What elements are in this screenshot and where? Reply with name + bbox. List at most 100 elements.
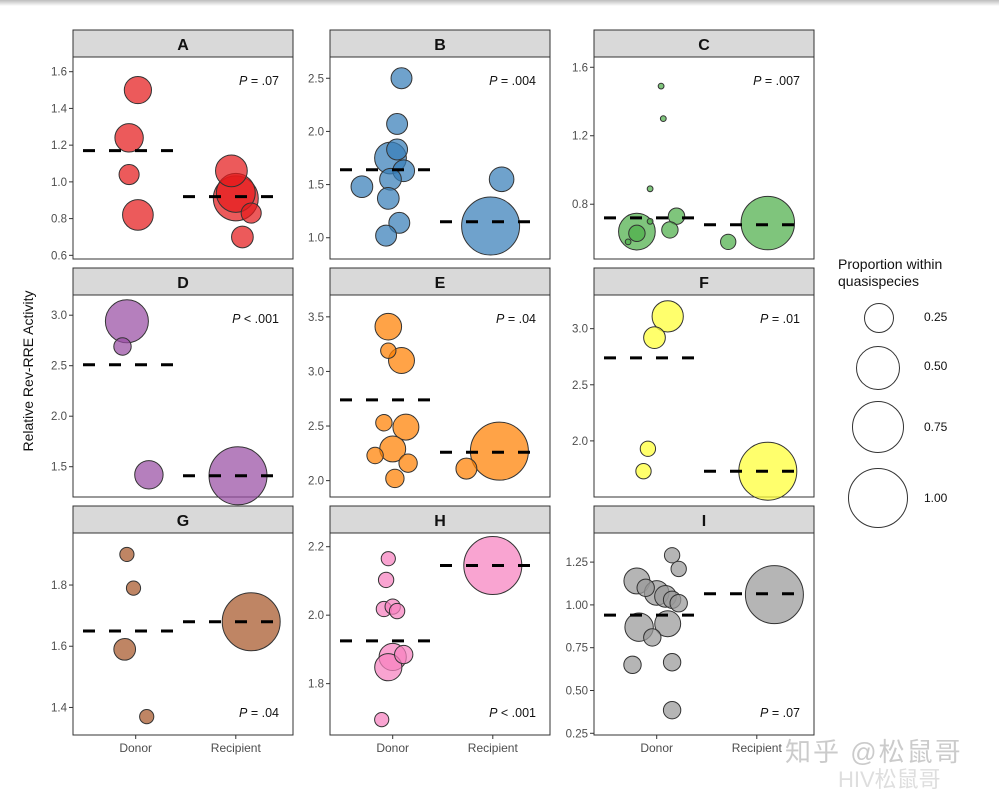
- data-bubble: [385, 468, 405, 489]
- data-bubble: [646, 185, 654, 193]
- data-bubble: [375, 224, 398, 247]
- data-bubble: [113, 637, 137, 661]
- data-bubble: [639, 440, 657, 457]
- data-bubble: [643, 326, 666, 349]
- watermark-weibo: HIV松鼠哥: [838, 767, 941, 792]
- x-tick-label: Recipient: [732, 741, 783, 755]
- y-tick-label: 1.00: [566, 600, 588, 612]
- y-tick-label: 2.0: [51, 411, 67, 423]
- facet-strip: [72, 267, 294, 296]
- data-bubble: [134, 460, 164, 490]
- p-value-label: P = .07: [239, 74, 279, 88]
- x-tick-label: Donor: [119, 741, 152, 755]
- legend-circle-icon: [864, 303, 894, 333]
- legend-item-100: 1.00: [838, 468, 998, 528]
- y-tick-label: 1.0: [308, 233, 324, 245]
- y-tick-label: 0.6: [51, 250, 67, 262]
- legend-title-line2: quasispecies: [838, 273, 919, 289]
- y-tick-label: 0.8: [51, 214, 67, 226]
- y-tick-label: 1.4: [51, 103, 68, 115]
- data-bubble: [398, 453, 418, 473]
- p-value-label: P < .001: [232, 312, 279, 326]
- legend-label: 0.75: [924, 420, 948, 434]
- facet-title: C: [698, 37, 710, 54]
- legend-item-050: 0.50: [838, 346, 998, 406]
- data-bubble: [377, 571, 395, 589]
- data-bubble: [374, 312, 403, 341]
- data-bubble: [374, 653, 403, 682]
- data-bubble: [388, 211, 411, 234]
- data-bubble: [654, 610, 682, 638]
- data-bubble: [386, 113, 409, 135]
- y-tick-label: 0.75: [566, 643, 588, 655]
- p-value-label: P = .07: [760, 706, 800, 720]
- data-bubble: [394, 644, 414, 665]
- data-bubble: [390, 67, 413, 90]
- data-bubble: [662, 653, 682, 672]
- p-value-label: P < .001: [489, 706, 536, 720]
- data-bubble: [662, 700, 682, 720]
- x-tick-label: Recipient: [211, 741, 262, 755]
- legend-circle-icon: [856, 346, 900, 390]
- facet-strip: [593, 29, 815, 58]
- data-bubble: [221, 592, 281, 652]
- facet-title: D: [177, 275, 189, 292]
- panel-h: H 1.8 2.0 2.2 Donor Recipient P < .001: [308, 505, 551, 755]
- y-axis-label: Relative Rev-RRE Activity: [20, 290, 36, 452]
- y-tick-label: 1.5: [308, 180, 324, 192]
- y-tick-label: 1.6: [51, 67, 67, 79]
- facet-title: F: [699, 275, 709, 292]
- data-bubble: [740, 195, 796, 251]
- y-tick-label: 2.5: [308, 421, 324, 433]
- facet-strip: [329, 267, 551, 296]
- facet-title: G: [177, 513, 189, 530]
- facet-title: B: [434, 37, 446, 54]
- x-tick-label: Donor: [376, 741, 409, 755]
- data-bubble: [744, 565, 804, 625]
- y-tick-label: 3.0: [308, 366, 324, 378]
- data-bubble: [623, 655, 642, 675]
- data-bubble: [661, 221, 679, 239]
- data-bubble: [123, 75, 153, 105]
- top-edge-shadow: [0, 0, 999, 6]
- y-tick-label: 0.50: [566, 685, 588, 697]
- y-tick-label: 1.6: [51, 641, 67, 653]
- data-bubble: [624, 238, 632, 246]
- legend-label: 0.25: [924, 310, 948, 324]
- data-bubble: [628, 224, 646, 243]
- data-bubble: [215, 154, 248, 188]
- data-bubble: [104, 299, 149, 344]
- y-tick-label: 2.0: [308, 476, 324, 488]
- data-bubble: [375, 414, 393, 432]
- data-bubble: [388, 602, 406, 620]
- p-value-label: P = .004: [489, 74, 536, 88]
- legend-label: 1.00: [924, 491, 948, 505]
- y-tick-label: 1.2: [51, 140, 67, 152]
- data-bubble: [651, 300, 684, 333]
- data-bubble: [380, 551, 396, 567]
- y-tick-label: 2.2: [308, 542, 324, 554]
- data-bubble: [461, 196, 521, 256]
- facet-title: A: [177, 37, 189, 54]
- y-tick-label: 1.0: [51, 177, 67, 189]
- y-tick-label: 3.0: [51, 310, 67, 322]
- y-tick-label: 1.2: [572, 131, 588, 143]
- data-bubble: [488, 166, 515, 193]
- panel-d: D 1.5 2.0 2.5 3.0 P < .001: [51, 267, 294, 506]
- watermark-zhihu: 知乎 @松鼠哥: [785, 737, 963, 767]
- panel-g: G 1.4 1.6 1.8 Donor Recipient P = .04: [51, 505, 294, 755]
- y-tick-label: 3.5: [308, 312, 324, 324]
- y-tick-label: 1.25: [566, 557, 588, 569]
- panel-e: E 2.0 2.5 3.0 3.5 P = .04: [308, 267, 551, 498]
- x-tick-label: Donor: [640, 741, 673, 755]
- plot-area: [72, 56, 294, 260]
- data-bubble: [455, 457, 478, 480]
- data-bubble: [374, 711, 390, 728]
- p-value-label: P = .01: [760, 312, 800, 326]
- data-bubble: [635, 463, 652, 480]
- facet-title: E: [435, 275, 446, 292]
- y-tick-label: 2.0: [308, 126, 324, 138]
- panel-a: A 0.6 0.8 1.0 1.2 1.4 1.6 P = .07: [51, 29, 294, 262]
- y-tick-label: 2.5: [572, 380, 588, 392]
